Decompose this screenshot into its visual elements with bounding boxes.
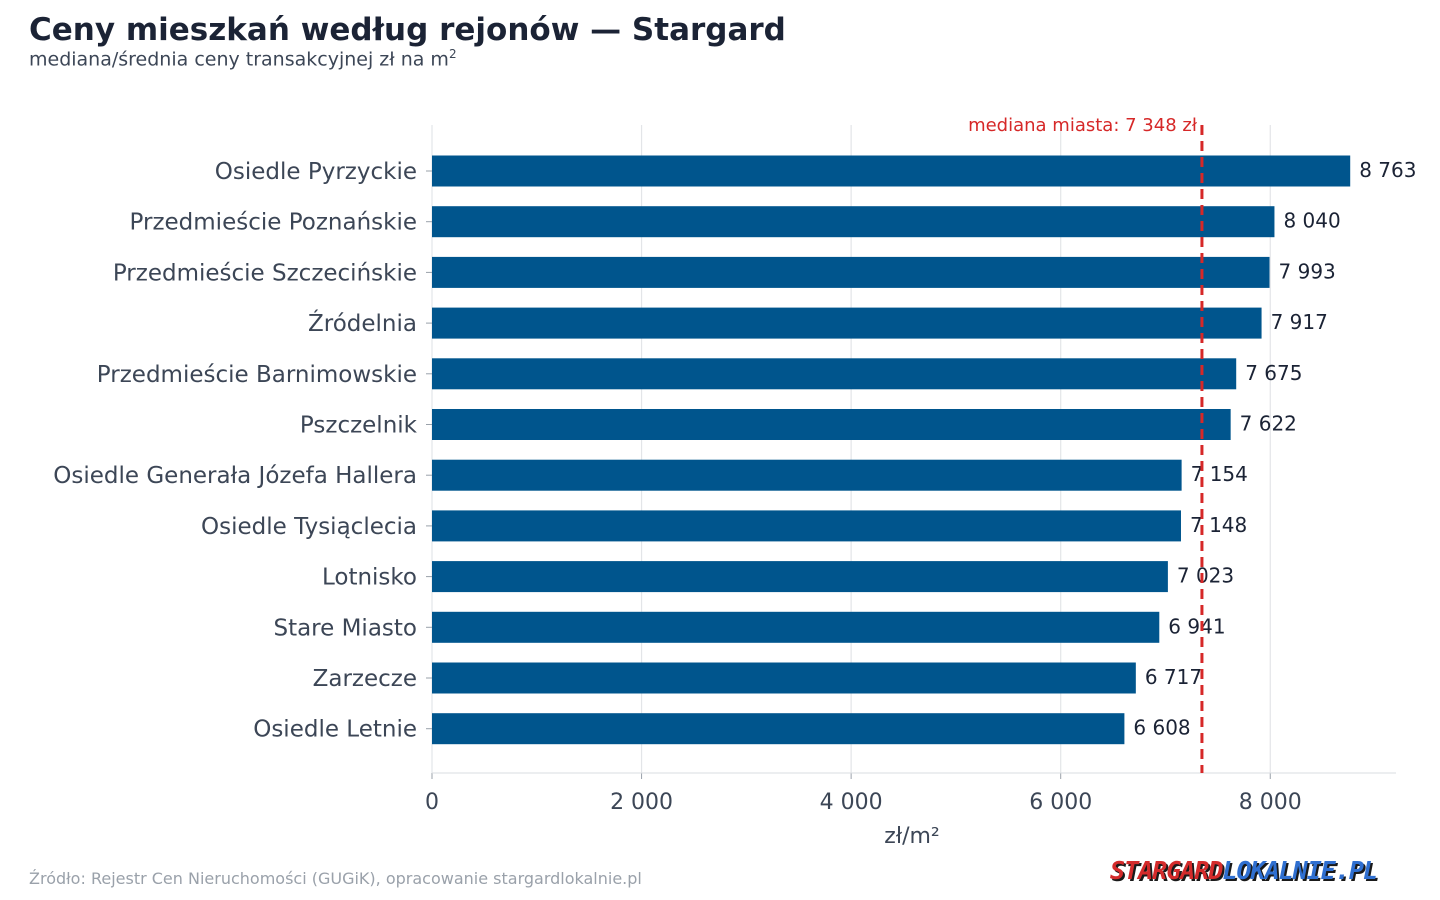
category-label: Przedmieście Barnimowskie <box>97 362 417 388</box>
x-tick-label: 4 000 <box>820 790 883 815</box>
category-label: Przedmieście Szczecińskie <box>113 260 417 286</box>
subtitle-superscript: 2 <box>448 47 457 61</box>
value-label: 7 622 <box>1240 412 1297 436</box>
bar-layer <box>432 155 1351 745</box>
value-label: 7 993 <box>1279 259 1336 283</box>
site-logo: STARGARDLOKALNIE.PL <box>1110 850 1412 890</box>
category-label: Osiedle Generała Józefa Hallera <box>53 463 417 489</box>
logo-text: STARGARDLOKALNIE.PL <box>1110 855 1378 885</box>
bar <box>432 206 1275 238</box>
subtitle-text: mediana/średnia ceny transakcyjnej zł na… <box>29 48 449 71</box>
chart-title: Ceny mieszkań według rejonów — Stargard <box>29 12 786 48</box>
value-label: 8 040 <box>1283 209 1340 233</box>
reference-layer: mediana miasta: 7 348 zł <box>968 115 1204 773</box>
bar <box>432 561 1168 593</box>
x-tick-label: 0 <box>425 790 439 815</box>
source-note: Źródło: Rejestr Cen Nieruchomości (GUGiK… <box>29 869 642 888</box>
bar <box>432 459 1182 491</box>
value-label: 7 917 <box>1271 310 1328 334</box>
label-layer: 0 2 000 4 000 6 000 8 000 zł/m² Osiedle Pyrzyc… <box>53 158 1416 849</box>
logo-part-lokalnie: LOKALNIE.PL <box>1222 855 1378 885</box>
value-label: 7 148 <box>1190 513 1247 537</box>
value-label: 7 023 <box>1177 564 1234 588</box>
value-label: 6 717 <box>1145 665 1202 689</box>
category-label: Lotnisko <box>322 565 417 591</box>
x-axis-label: zł/m² <box>884 824 939 849</box>
bar <box>432 713 1125 745</box>
category-label: Stare Miasto <box>273 615 417 641</box>
bar <box>432 307 1262 339</box>
x-tick-label: 8 000 <box>1239 790 1302 815</box>
x-tick-label: 2 000 <box>610 790 673 815</box>
bar <box>432 409 1231 440</box>
value-label: 6 608 <box>1133 716 1190 740</box>
category-label: Pszczelnik <box>300 413 418 439</box>
bar <box>432 358 1237 390</box>
category-label: Zarzecze <box>313 666 417 692</box>
bar <box>432 510 1181 542</box>
bar <box>432 611 1160 643</box>
category-label: Źródelnia <box>308 309 417 337</box>
value-label: 7 675 <box>1245 361 1302 385</box>
category-label: Przedmieście Poznańskie <box>130 210 417 236</box>
category-label: Osiedle Letnie <box>253 717 417 743</box>
median-reference-label: mediana miasta: 7 348 zł <box>968 115 1198 136</box>
value-label: 7 154 <box>1191 462 1248 486</box>
chart-subtitle: mediana/średnia ceny transakcyjnej zł na… <box>29 47 457 70</box>
bar <box>432 256 1270 288</box>
category-label: Osiedle Pyrzyckie <box>215 159 417 185</box>
x-tick-label: 6 000 <box>1029 790 1092 815</box>
bar <box>432 662 1136 694</box>
bar <box>432 155 1351 187</box>
logo-part-stargard: STARGARD <box>1110 855 1223 885</box>
category-label: Osiedle Tysiąclecia <box>201 514 417 540</box>
value-label: 8 763 <box>1359 158 1416 182</box>
value-label: 6 941 <box>1168 614 1225 638</box>
